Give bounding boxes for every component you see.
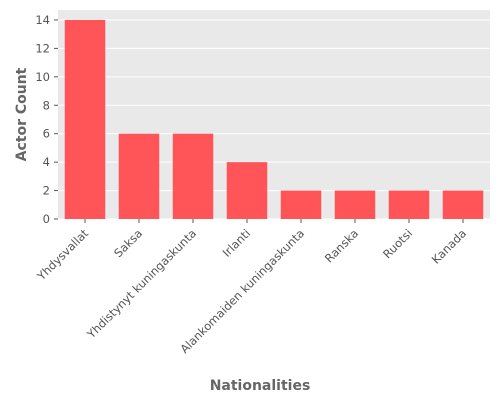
bar <box>442 190 484 219</box>
x-axis-title: Nationalities <box>210 378 311 394</box>
y-axis-ticks: 0 2 4 6 8 10 12 14 <box>35 13 58 226</box>
y-tick-label: 8 <box>43 98 50 112</box>
x-tick-label: Yhdistynyt kuningaskunta <box>83 226 199 342</box>
bar <box>334 190 376 219</box>
y-tick-label: 10 <box>35 70 50 84</box>
y-tick-label: 2 <box>43 184 50 198</box>
x-tick-label: Kanada <box>429 226 469 266</box>
y-tick-label: 14 <box>35 13 50 27</box>
y-axis-title: Actor Count <box>14 67 30 161</box>
bar <box>118 133 160 219</box>
y-tick-label: 12 <box>35 41 50 55</box>
bar <box>388 190 430 219</box>
y-tick-label: 4 <box>43 155 50 169</box>
y-tick-label: 0 <box>43 212 50 226</box>
bars <box>64 19 484 220</box>
bar <box>172 133 214 219</box>
bar <box>226 162 268 219</box>
x-tick-label: Irlanti <box>220 226 253 259</box>
x-tick-label: Yhdysvallat <box>34 226 92 284</box>
bar <box>280 190 322 219</box>
x-tick-label: Ranska <box>322 226 361 265</box>
y-tick-label: 6 <box>43 127 50 141</box>
x-tick-label: Ruotsi <box>380 226 415 261</box>
x-tick-label: Saksa <box>111 226 145 260</box>
bar <box>64 19 106 220</box>
